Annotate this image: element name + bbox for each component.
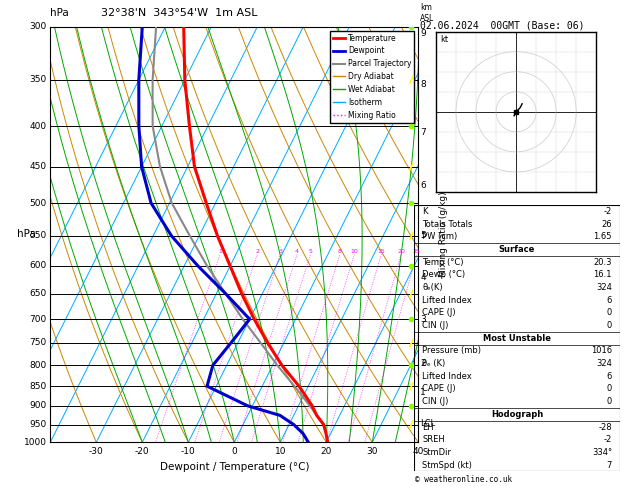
Text: 5: 5 (420, 231, 426, 241)
Text: Lifted Index: Lifted Index (422, 295, 472, 305)
Text: km
ASL: km ASL (420, 3, 435, 22)
Text: 6: 6 (606, 372, 612, 381)
Text: 800: 800 (30, 361, 47, 370)
Text: StmDir: StmDir (422, 448, 451, 457)
Text: © weatheronline.co.uk: © weatheronline.co.uk (415, 474, 512, 484)
Text: 0: 0 (231, 447, 237, 456)
Text: 16.1: 16.1 (593, 270, 612, 279)
Text: CIN (J): CIN (J) (422, 321, 448, 330)
Text: 0: 0 (607, 384, 612, 394)
Text: 30: 30 (367, 447, 378, 456)
Text: Dewp (°C): Dewp (°C) (422, 270, 465, 279)
Text: 700: 700 (30, 314, 47, 324)
Text: Totals Totals: Totals Totals (422, 220, 472, 228)
X-axis label: Dewpoint / Temperature (°C): Dewpoint / Temperature (°C) (160, 462, 309, 472)
Text: Hodograph: Hodograph (491, 410, 543, 419)
Text: 6: 6 (606, 295, 612, 305)
Text: 850: 850 (30, 382, 47, 391)
Text: K: K (422, 207, 428, 216)
Text: 950: 950 (30, 420, 47, 429)
Text: 02.06.2024  00GMT (Base: 06): 02.06.2024 00GMT (Base: 06) (420, 21, 585, 31)
Text: 1: 1 (420, 388, 426, 397)
Text: kt: kt (440, 35, 448, 44)
Text: 2: 2 (420, 359, 426, 367)
Text: 1.65: 1.65 (593, 232, 612, 241)
Text: 450: 450 (30, 162, 47, 171)
Text: CAPE (J): CAPE (J) (422, 309, 456, 317)
Text: hPa: hPa (50, 8, 69, 18)
Text: Lifted Index: Lifted Index (422, 372, 472, 381)
Text: 8: 8 (420, 80, 426, 89)
Text: 25: 25 (413, 249, 421, 254)
Text: 20.3: 20.3 (593, 258, 612, 267)
Text: 3: 3 (420, 314, 426, 324)
Text: StmSpd (kt): StmSpd (kt) (422, 461, 472, 469)
Text: 1000: 1000 (24, 438, 47, 447)
Text: 10: 10 (274, 447, 286, 456)
Text: 334°: 334° (592, 448, 612, 457)
Text: 1: 1 (218, 249, 222, 254)
Text: 20: 20 (321, 447, 332, 456)
Text: EH: EH (422, 422, 434, 432)
Text: 324: 324 (596, 359, 612, 368)
Text: 900: 900 (30, 401, 47, 410)
Text: -30: -30 (89, 447, 104, 456)
Text: Most Unstable: Most Unstable (483, 334, 551, 343)
Text: 7: 7 (606, 461, 612, 469)
Text: 15: 15 (377, 249, 385, 254)
Text: 8: 8 (338, 249, 342, 254)
Text: 4: 4 (295, 249, 299, 254)
Text: 2: 2 (255, 249, 259, 254)
Text: 0: 0 (607, 397, 612, 406)
Text: 10: 10 (350, 249, 358, 254)
Text: 300: 300 (30, 22, 47, 31)
Text: 40: 40 (413, 447, 424, 456)
Text: 26: 26 (601, 220, 612, 228)
Text: -2: -2 (604, 207, 612, 216)
Text: Pressure (mb): Pressure (mb) (422, 347, 481, 355)
Text: Surface: Surface (499, 245, 535, 254)
Text: 5: 5 (309, 249, 313, 254)
Text: 20: 20 (397, 249, 405, 254)
Text: LCL: LCL (420, 419, 435, 428)
Text: 550: 550 (30, 231, 47, 241)
Text: 7: 7 (420, 128, 426, 138)
Text: -2: -2 (604, 435, 612, 444)
Text: CAPE (J): CAPE (J) (422, 384, 456, 394)
Text: 500: 500 (30, 199, 47, 208)
Text: hPa: hPa (17, 229, 36, 240)
Text: PW (cm): PW (cm) (422, 232, 457, 241)
Text: SREH: SREH (422, 435, 445, 444)
Text: CIN (J): CIN (J) (422, 397, 448, 406)
Text: 4: 4 (420, 273, 426, 282)
Text: 650: 650 (30, 289, 47, 298)
Text: 0: 0 (607, 321, 612, 330)
Text: 3: 3 (278, 249, 282, 254)
Text: 400: 400 (30, 122, 47, 131)
Text: 600: 600 (30, 261, 47, 270)
Text: Temp (°C): Temp (°C) (422, 258, 464, 267)
Text: -28: -28 (598, 422, 612, 432)
Text: 9: 9 (420, 29, 426, 38)
Text: -10: -10 (181, 447, 196, 456)
Text: 6: 6 (420, 181, 426, 190)
Text: -20: -20 (135, 447, 150, 456)
Text: 32°38'N  343°54'W  1m ASL: 32°38'N 343°54'W 1m ASL (101, 8, 257, 18)
Text: 0: 0 (607, 309, 612, 317)
Text: 350: 350 (30, 75, 47, 85)
Text: 750: 750 (30, 338, 47, 347)
Text: θₑ(K): θₑ(K) (422, 283, 443, 292)
Text: Mixing Ratio (g/kg): Mixing Ratio (g/kg) (438, 191, 447, 278)
Text: 324: 324 (596, 283, 612, 292)
Text: θₑ (K): θₑ (K) (422, 359, 445, 368)
Legend: Temperature, Dewpoint, Parcel Trajectory, Dry Adiabat, Wet Adiabat, Isotherm, Mi: Temperature, Dewpoint, Parcel Trajectory… (330, 31, 415, 122)
Text: 1016: 1016 (591, 347, 612, 355)
